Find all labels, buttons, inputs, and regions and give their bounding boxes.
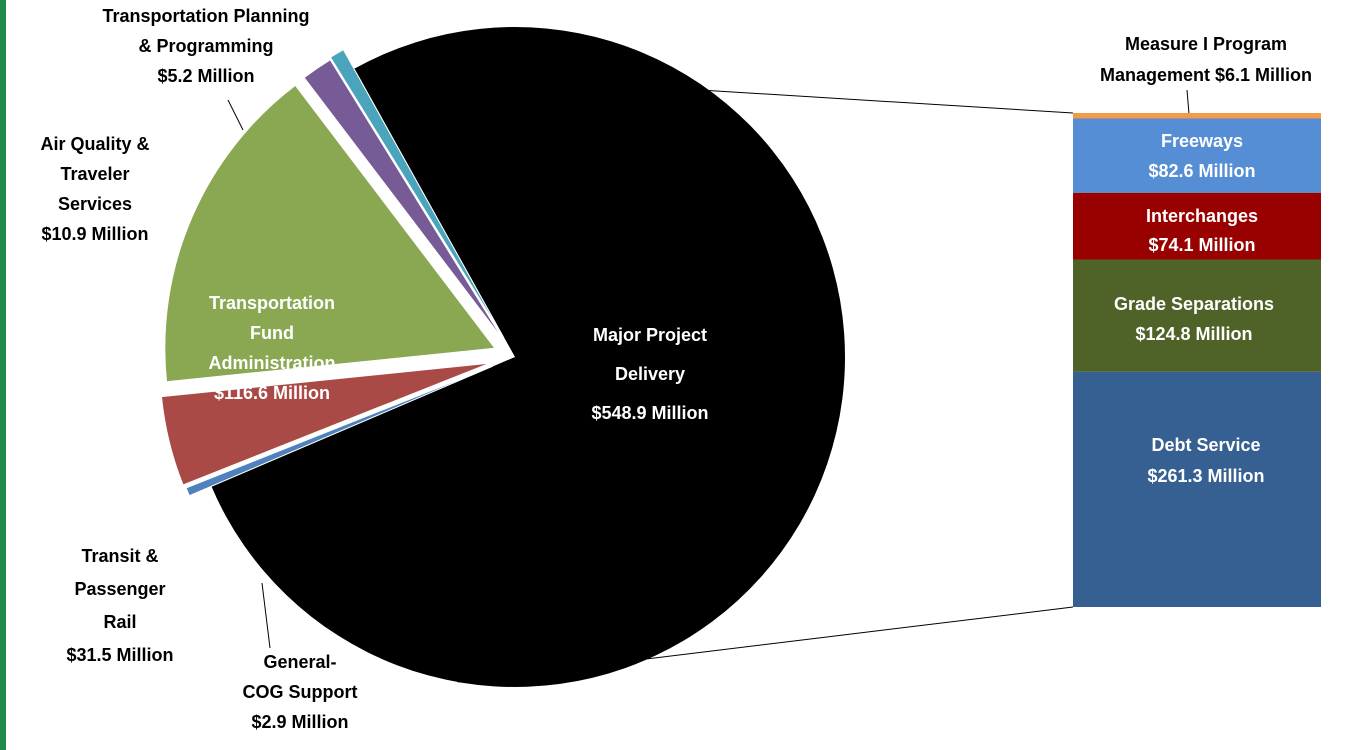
- leader-line-planning: [227, 99, 244, 131]
- bar-segment-debt: [1073, 371, 1321, 607]
- leader-line-mgmt: [1186, 89, 1190, 115]
- label-freeways: Freeways $82.6 Million: [1148, 131, 1255, 181]
- label-transportation-planning-programming: Transportation Planning & Programming $5.2…: [102, 6, 309, 86]
- leader-line-cog: [261, 582, 271, 649]
- bar-segment-mgmt: [1073, 113, 1321, 119]
- pie-chart: [160, 27, 845, 688]
- pie-slice-planning: [329, 49, 505, 339]
- label-measure-i-program-management: Measure I Program Management $6.1 Million: [1100, 34, 1312, 85]
- label-major-project-delivery: Major Project Delivery $548.9 Million: [591, 325, 708, 423]
- pie-slice-transit: [160, 362, 490, 486]
- pie-slice-cog: [185, 365, 494, 497]
- label-transportation-fund-administration: Transportation Fund Administration $116.6 M…: [208, 293, 335, 403]
- bar-segment-freeways: [1073, 118, 1321, 193]
- left-accent-bar: [0, 0, 6, 750]
- label-general-cog-support: General-COG Support $2.9 Million: [243, 652, 358, 732]
- pie-slice-fund: [164, 84, 496, 383]
- label-debt-service: Debt Service $261.3 Million: [1147, 435, 1264, 486]
- label-air-quality-traveler-services: Air Quality & Traveler Services $10.9 Milli…: [40, 134, 149, 244]
- bar-segment-grade: [1073, 259, 1321, 372]
- stacked-bar: [1073, 113, 1321, 607]
- pie-slice-major: [211, 27, 845, 688]
- label-transit-passenger-rail: Transit & Passenger Rail $31.5 Million: [66, 546, 173, 665]
- pie-slice-air: [303, 59, 505, 341]
- bar-segment-interchanges: [1073, 192, 1321, 260]
- label-grade-separations: Grade Separations $124.8 Million: [1114, 294, 1274, 344]
- label-interchanges: Interchanges $74.1 Million: [1146, 206, 1258, 255]
- chart-labels: Major Project Delivery $548.9 Million Trans…: [40, 6, 1312, 732]
